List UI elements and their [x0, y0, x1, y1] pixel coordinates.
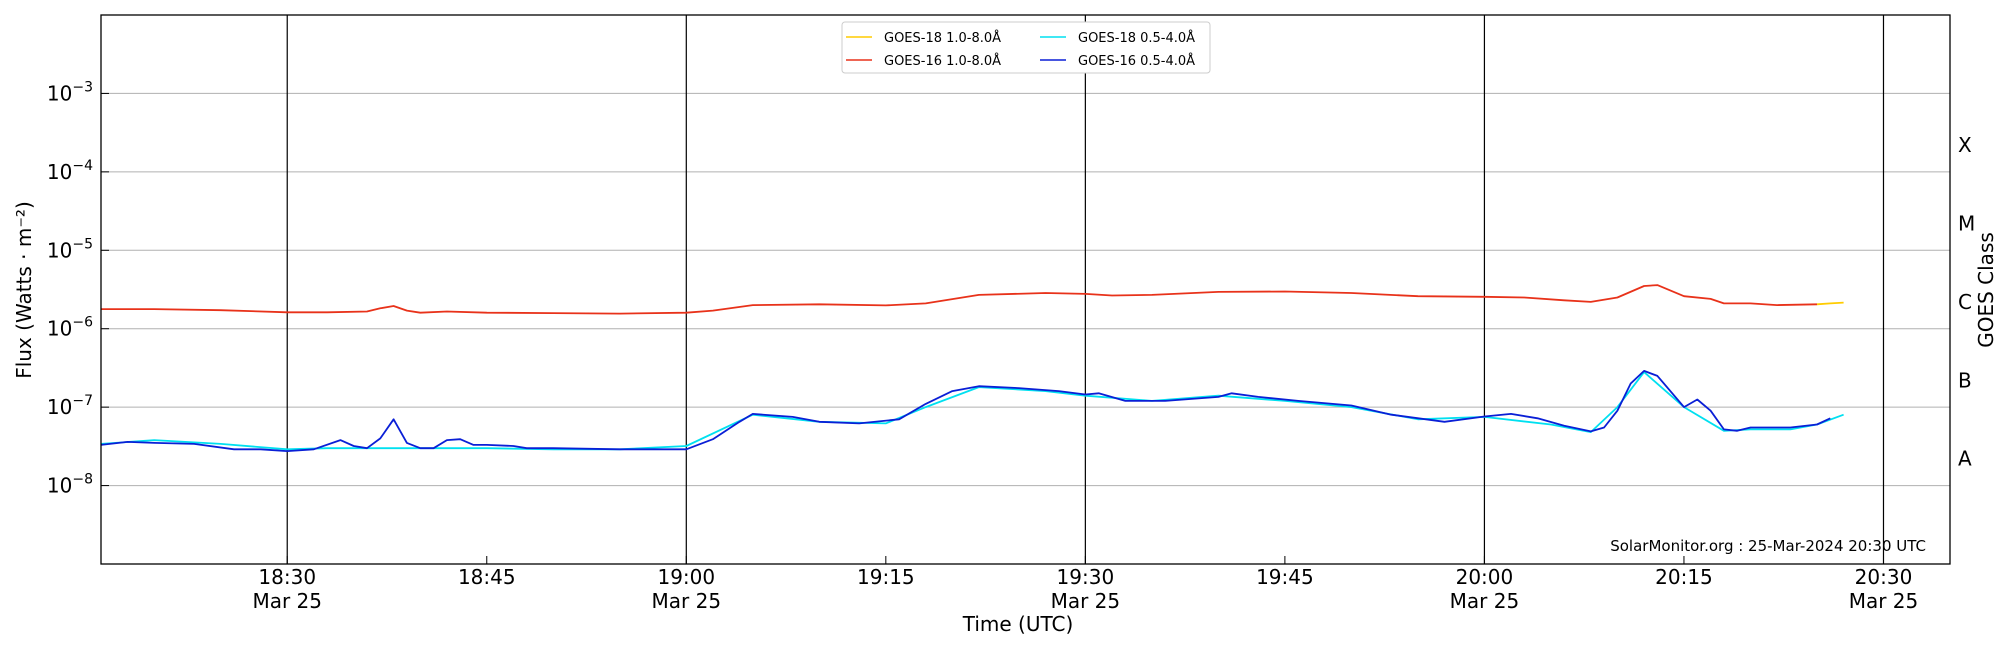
series-line-goes18-long — [1816, 301, 1844, 306]
watermark-text: SolarMonitor.org : 25-Mar-2024 20:30 UTC — [1610, 537, 1926, 555]
legend-box — [841, 21, 1211, 74]
y-tick-base: 10 — [47, 160, 72, 184]
y-tick-base: 10 — [47, 317, 72, 341]
series-layer — [100, 284, 1844, 453]
y-tick-exponent: −6 — [72, 315, 93, 331]
x-tick-date-label: Mar 25 — [1849, 589, 1919, 613]
x-tick-time-label: 20:00 — [1456, 565, 1514, 589]
legend-label-goes16-long: GOES-16 1.0-8.0Å — [884, 53, 1001, 69]
y-tick-label: 10−8 — [47, 472, 93, 498]
x-tick-date-label: Mar 25 — [1051, 589, 1121, 613]
x-tick-time-label: 19:30 — [1057, 565, 1115, 589]
y-axis-label: Flux (Watts · m⁻²) — [12, 201, 36, 379]
y-tick-base: 10 — [47, 238, 72, 262]
y-tick-label: 10−7 — [47, 393, 93, 419]
legend: GOES-18 1.0-8.0Å GOES-16 1.0-8.0Å GOES-1… — [841, 21, 1211, 74]
y-tick-exponent: −7 — [72, 393, 93, 409]
legend-label-goes18-short: GOES-18 0.5-4.0Å — [1078, 30, 1195, 46]
y-tick-exponent: −8 — [72, 472, 93, 488]
x-tick-time-label: 18:45 — [458, 565, 516, 589]
y-tick-base: 10 — [47, 81, 72, 105]
x-tick-date-label: Mar 25 — [1450, 589, 1520, 613]
x-tick-time-label: 20:15 — [1655, 565, 1713, 589]
y-tick-exponent: −4 — [72, 158, 93, 174]
x-tick-time-label: 19:00 — [657, 565, 715, 589]
x-tick-date-label: Mar 25 — [252, 589, 322, 613]
series-line-goes18-short — [100, 371, 1844, 451]
series-line-goes16-long — [101, 284, 1818, 315]
goes-class-label: X — [1958, 133, 1972, 157]
x-axis-label: Time (UTC) — [962, 612, 1074, 636]
y-tick-exponent: −3 — [72, 79, 93, 95]
x-tick-time-label: 20:30 — [1855, 565, 1913, 589]
x-tick-date-label: Mar 25 — [652, 589, 722, 613]
y-tick-label: 10−3 — [47, 79, 93, 105]
goes-class-label: M — [1958, 211, 1975, 235]
y-tick-base: 10 — [47, 395, 72, 419]
y-tick-base: 10 — [47, 474, 72, 498]
y-tick-label: 10−4 — [47, 158, 93, 184]
y-tick-label: 10−6 — [47, 315, 93, 341]
x-tick-time-label: 18:30 — [258, 565, 316, 589]
series-line-goes16-short — [100, 369, 1831, 453]
x-tick-time-label: 19:45 — [1256, 565, 1314, 589]
goes-class-label: B — [1958, 368, 1972, 392]
plot-frame — [100, 14, 1951, 565]
y2-axis-label: GOES Class — [1974, 232, 1998, 348]
grid-layer — [101, 15, 1950, 564]
x-tick-time-label: 19:15 — [857, 565, 915, 589]
y-axis-label-text: Flux (Watts · m⁻²) — [12, 201, 36, 379]
y-tick-exponent: −5 — [72, 236, 93, 252]
goes-class-label: A — [1958, 447, 1972, 471]
y-tick-label: 10−5 — [47, 236, 93, 262]
legend-label-goes16-short: GOES-16 0.5-4.0Å — [1078, 53, 1195, 69]
goes-class-label: C — [1958, 290, 1972, 314]
legend-label-goes18-long: GOES-18 1.0-8.0Å — [884, 30, 1001, 46]
